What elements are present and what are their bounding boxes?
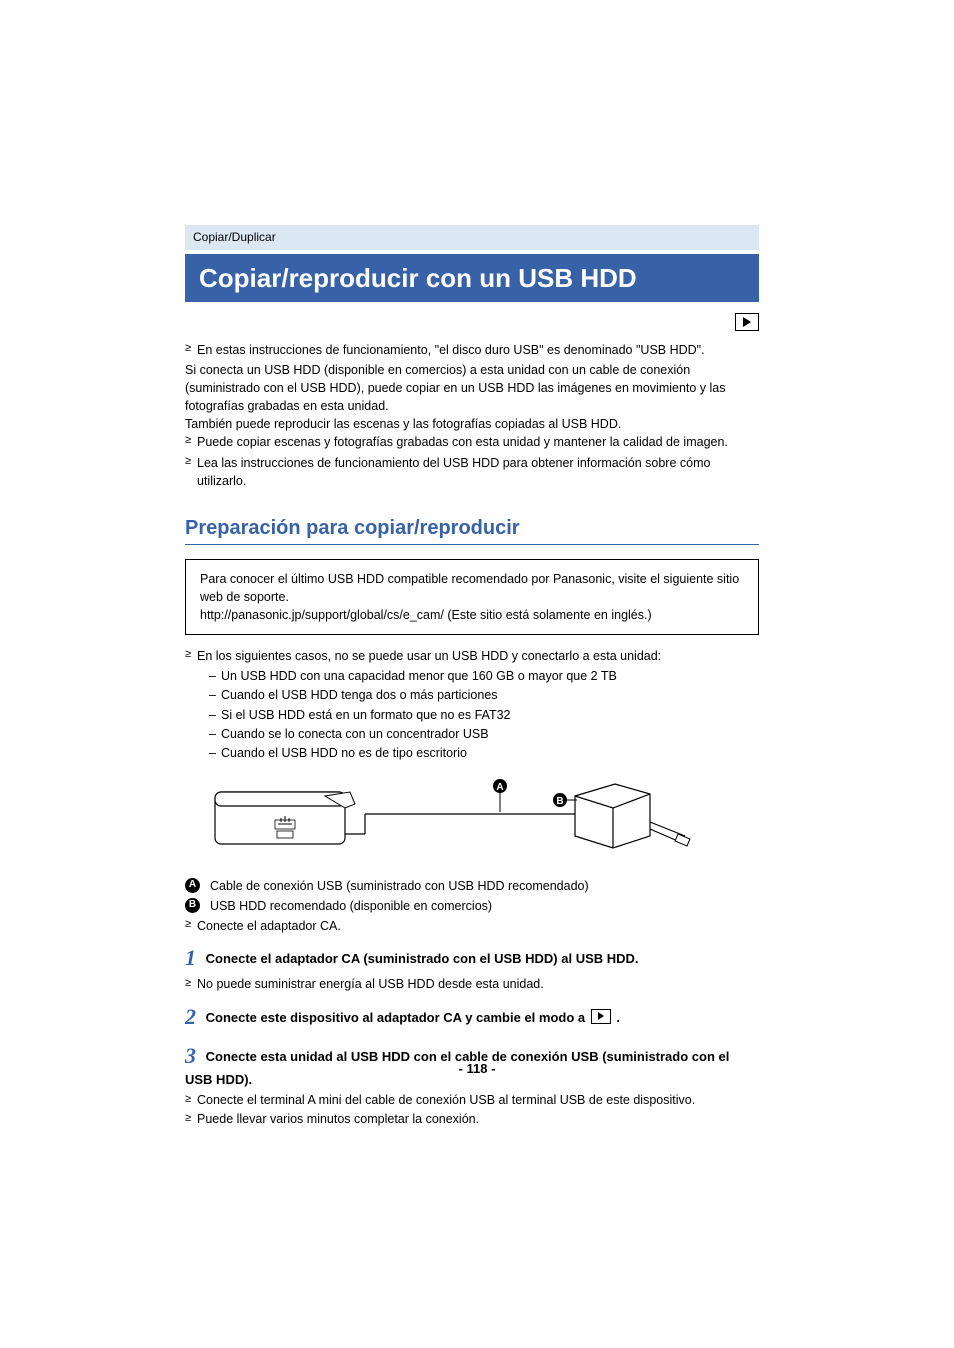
step-1-num: 1 [185, 945, 196, 970]
step-3: 3 Conecte esta unidad al USB HDD con el … [185, 1041, 759, 1129]
intro-para-2: También puede reproducir las escenas y l… [185, 415, 759, 433]
legend-a-icon: A [185, 878, 200, 893]
step-2: 2 Conecte este dispositivo al adaptador … [185, 1002, 759, 1033]
intro-bullet-2: Puede copiar escenas y fotografías graba… [185, 433, 759, 451]
legend-connect: Conecte el adaptador CA. [185, 917, 759, 935]
step-1-sub: No puede suministrar energía al USB HDD … [185, 976, 759, 994]
cases-block: En los siguientes casos, no se puede usa… [185, 647, 759, 762]
intro-para-1: Si conecta un USB HDD (disponible en com… [185, 361, 759, 415]
page-title: Copiar/reproducir con un USB HDD [185, 254, 759, 302]
intro-bullet-1: En estas instrucciones de funcionamiento… [185, 341, 759, 359]
page: Copiar/Duplicar Copiar/reproducir con un… [0, 0, 954, 1348]
legend-a-text: Cable de conexión USB (suministrado con … [210, 877, 589, 895]
step-3-sub2: Puede llevar varios minutos completar la… [185, 1111, 759, 1129]
case-2: Cuando el USB HDD tenga dos o más partic… [209, 686, 759, 704]
case-1: Un USB HDD con una capacidad menor que 1… [209, 667, 759, 685]
case-3: Si el USB HDD está en un formato que no … [209, 706, 759, 724]
legend-b-icon: B [185, 898, 200, 913]
breadcrumb: Copiar/Duplicar [185, 225, 759, 250]
section-rule [185, 544, 759, 545]
infobox-line-1: Para conocer el último USB HDD compatibl… [200, 570, 744, 606]
intro-bullet-3: Lea las instrucciones de funcionamiento … [185, 454, 759, 490]
connection-diagram: A B [205, 774, 759, 869]
step-2-num: 2 [185, 1004, 196, 1029]
step-3-sub1: Conecte el terminal A mini del cable de … [185, 1092, 759, 1110]
svg-text:A: A [496, 782, 503, 793]
legend-block: A Cable de conexión USB (suministrado co… [185, 877, 759, 935]
intro-block: En estas instrucciones de funcionamiento… [185, 341, 759, 490]
mode-indicator-row [185, 312, 759, 331]
svg-text:B: B [556, 796, 563, 807]
page-number: - 118 - [0, 1060, 954, 1078]
section-heading: Preparación para copiar/reproducir [185, 514, 759, 542]
case-5: Cuando el USB HDD no es de tipo escritor… [209, 744, 759, 762]
legend-b-text: USB HDD recomendado (disponible en comer… [210, 897, 492, 915]
step-2-text-b: . [616, 1010, 620, 1025]
cases-intro: En los siguientes casos, no se puede usa… [185, 647, 759, 665]
step-1: 1 Conecte el adaptador CA (suministrado … [185, 943, 759, 993]
playback-mode-icon-inline [591, 1009, 611, 1024]
support-site-box: Para conocer el último USB HDD compatibl… [185, 559, 759, 635]
step-2-text-a: Conecte este dispositivo al adaptador CA… [206, 1010, 589, 1025]
infobox-line-2: http://panasonic.jp/support/global/cs/e_… [200, 606, 744, 624]
playback-mode-icon [735, 313, 759, 331]
case-4: Cuando se lo conecta con un concentrador… [209, 725, 759, 743]
step-1-text: Conecte el adaptador CA (suministrado co… [206, 951, 639, 966]
